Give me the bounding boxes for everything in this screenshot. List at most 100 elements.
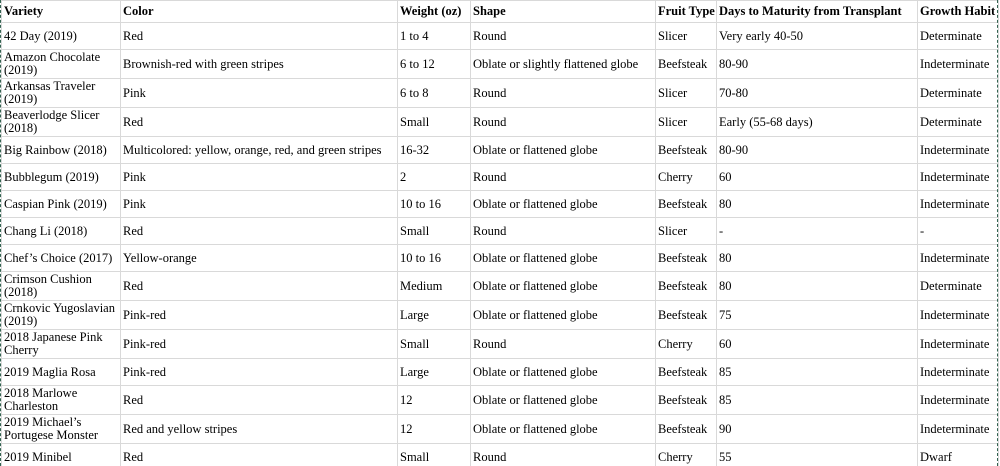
- table-cell: 70-80: [716, 78, 918, 108]
- table-cell: Slicer: [655, 217, 717, 245]
- table-cell: 42 Day (2019): [1, 22, 121, 50]
- table-cell: Oblate or flattened globe: [470, 190, 656, 218]
- table-cell: Beefsteak: [655, 136, 717, 164]
- table-row: 2019 Minibel Red Small Round Cherry 55 Dwarf: [1, 443, 999, 466]
- table-cell: Oblate or flattened globe: [470, 136, 656, 164]
- header-row: Variety Color Weight (oz) Shape Fruit Type Da…: [1, 0, 999, 23]
- table-row: Crimson Cushion (2018) Red Medium Oblate or…: [1, 271, 999, 301]
- table-cell: Determinate: [917, 107, 999, 137]
- table-cell: Indeterminate: [917, 414, 999, 444]
- table-cell: Large: [397, 300, 471, 330]
- table-cell: Oblate or slightly flattened globe: [470, 49, 656, 79]
- table-cell: Chang Li (2018): [1, 217, 121, 245]
- table-body: 42 Day (2019) Red 1 to 4 Round Slicer Very ea…: [1, 22, 999, 466]
- table-cell: 16-32: [397, 136, 471, 164]
- table-cell: Oblate or flattened globe: [470, 244, 656, 272]
- table-cell: Amazon Chocolate (2019): [1, 49, 121, 79]
- table-cell: Beaverlodge Slicer (2018): [1, 107, 121, 137]
- table-cell: Determinate: [917, 78, 999, 108]
- table-row: Caspian Pink (2019) Pink 10 to 16 Oblate or…: [1, 190, 999, 218]
- table-cell: 90: [716, 414, 918, 444]
- table-cell: Red: [120, 217, 398, 245]
- table-cell: Cherry: [655, 329, 717, 359]
- table-cell: 80: [716, 244, 918, 272]
- table-row: Chang Li (2018) Red Small Round Slicer - -: [1, 217, 999, 245]
- table-cell: Determinate: [917, 22, 999, 50]
- table-cell: 85: [716, 358, 918, 386]
- table-cell: Yellow-orange: [120, 244, 398, 272]
- table-cell: Indeterminate: [917, 190, 999, 218]
- table-cell: Early (55-68 days): [716, 107, 918, 137]
- table-cell: Slicer: [655, 78, 717, 108]
- table-row: 42 Day (2019) Red 1 to 4 Round Slicer Very ea…: [1, 22, 999, 50]
- table-cell: Cherry: [655, 443, 717, 466]
- column-header: Variety: [1, 0, 121, 23]
- table-row: Arkansas Traveler (2019) Pink 6 to 8 Round S…: [1, 78, 999, 108]
- table-cell: 2019 Michael’s Portugese Monster: [1, 414, 121, 444]
- table-cell: Medium: [397, 271, 471, 301]
- table-row: 2018 Japanese Pink Cherry Pink-red Small Ro…: [1, 329, 999, 359]
- column-header: Days to Maturity from Transplant: [716, 0, 918, 23]
- table-cell: Round: [470, 329, 656, 359]
- table-cell: 80: [716, 271, 918, 301]
- table-cell: Slicer: [655, 107, 717, 137]
- table-row: Bubblegum (2019) Pink 2 Round Cherry 60 Indete…: [1, 163, 999, 191]
- table-row: Beaverlodge Slicer (2018) Red Small Round Sl…: [1, 107, 999, 137]
- table-cell: Pink-red: [120, 300, 398, 330]
- table-cell: -: [917, 217, 999, 245]
- table-cell: 80-90: [716, 49, 918, 79]
- table-row: Amazon Chocolate (2019) Brownish-red with…: [1, 49, 999, 79]
- table-cell: Round: [470, 78, 656, 108]
- table-cell: Indeterminate: [917, 385, 999, 415]
- table-cell: Round: [470, 22, 656, 50]
- column-header: Weight (oz): [397, 0, 471, 23]
- table-cell: 2019 Maglia Rosa: [1, 358, 121, 386]
- table-cell: 2018 Japanese Pink Cherry: [1, 329, 121, 359]
- column-header: Fruit Type: [655, 0, 717, 23]
- table-row: 2019 Maglia Rosa Pink-red Large Oblate or f…: [1, 358, 999, 386]
- table-cell: Pink-red: [120, 329, 398, 359]
- table-cell: Indeterminate: [917, 163, 999, 191]
- table-cell: Cherry: [655, 163, 717, 191]
- table-cell: Beefsteak: [655, 190, 717, 218]
- table-cell: 10 to 16: [397, 244, 471, 272]
- table-cell: Very early 40-50: [716, 22, 918, 50]
- table-header: Variety Color Weight (oz) Shape Fruit Type Da…: [1, 0, 999, 23]
- table-cell: Caspian Pink (2019): [1, 190, 121, 218]
- table-cell: Dwarf: [917, 443, 999, 466]
- table-cell: Round: [470, 443, 656, 466]
- table-cell: Multicolored: yellow, orange, red, and g…: [120, 136, 398, 164]
- table-row: 2018 Marlowe Charleston Red 12 Oblate or fl…: [1, 385, 999, 415]
- table-cell: Indeterminate: [917, 49, 999, 79]
- table-cell: 60: [716, 329, 918, 359]
- table-cell: 85: [716, 385, 918, 415]
- table-cell: 60: [716, 163, 918, 191]
- table-cell: Indeterminate: [917, 329, 999, 359]
- table-row: 2019 Michael’s Portugese Monster Red and …: [1, 414, 999, 444]
- table-cell: Oblate or flattened globe: [470, 358, 656, 386]
- table-cell: Small: [397, 107, 471, 137]
- table-cell: 6 to 12: [397, 49, 471, 79]
- table-cell: 55: [716, 443, 918, 466]
- table-cell: Slicer: [655, 22, 717, 50]
- table-row: Crnkovic Yugoslavian (2019) Pink-red Large…: [1, 300, 999, 330]
- table-cell: Pink: [120, 163, 398, 191]
- table-cell: Pink-red: [120, 358, 398, 386]
- table-cell: Red: [120, 443, 398, 466]
- table-cell: Beefsteak: [655, 244, 717, 272]
- table-cell: Indeterminate: [917, 358, 999, 386]
- table-cell: 12: [397, 385, 471, 415]
- table-cell: Oblate or flattened globe: [470, 385, 656, 415]
- table-cell: Round: [470, 217, 656, 245]
- table-cell: Indeterminate: [917, 300, 999, 330]
- table-cell: 10 to 16: [397, 190, 471, 218]
- table-cell: Beefsteak: [655, 300, 717, 330]
- table-cell: -: [716, 217, 918, 245]
- table-cell: 12: [397, 414, 471, 444]
- column-header: Color: [120, 0, 398, 23]
- table-cell: Small: [397, 329, 471, 359]
- table-cell: Bubblegum (2019): [1, 163, 121, 191]
- table-cell: Beefsteak: [655, 385, 717, 415]
- table-cell: Crimson Cushion (2018): [1, 271, 121, 301]
